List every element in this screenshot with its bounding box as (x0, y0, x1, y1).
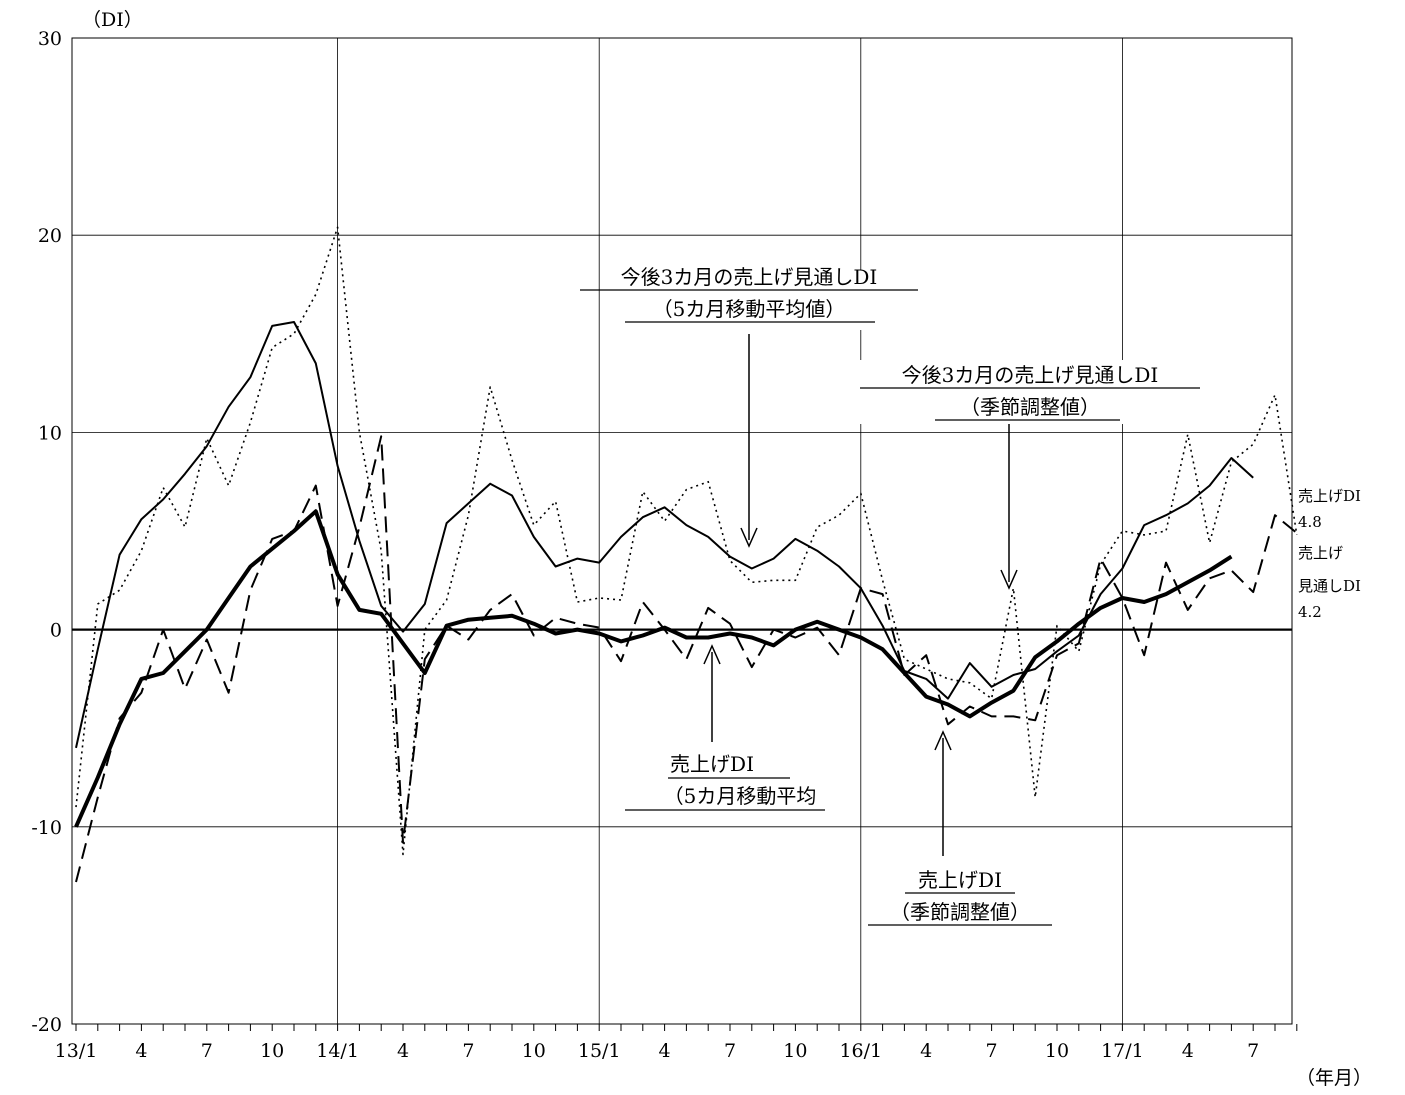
y-tick-label: 20 (38, 225, 62, 247)
gridlines (71, 37, 1293, 1025)
x-tick-label: 14/1 (316, 1040, 359, 1062)
series-line-2 (75, 321, 1254, 749)
plot-frame (71, 37, 1293, 1025)
series-line-4 (74, 509, 1233, 828)
series-line-1 (75, 226, 1298, 856)
x-tick-label: 16/1 (839, 1040, 882, 1062)
annotation-forecast-sa-line1: 今後3カ月の売上げ見通しDI (902, 363, 1159, 387)
x-tick-label: 7 (1247, 1040, 1259, 1062)
y-tick-label: -20 (31, 1014, 62, 1036)
annotation-sales-ma-line2: （5カ月移動平均 (664, 784, 817, 808)
y-tick-label: 0 (50, 620, 62, 642)
annotation-sales-sa-line1: 売上げDI (918, 868, 1002, 892)
x-tick-label: 7 (986, 1040, 998, 1062)
annotation-bg (600, 270, 890, 330)
end-label-forecast-value: 4.2 (1298, 603, 1322, 621)
x-tick-label: 4 (1182, 1040, 1194, 1062)
annotation-bg (862, 862, 1062, 928)
arrow-head-icon (703, 644, 721, 665)
end-label-sales-value: 4.8 (1298, 513, 1322, 531)
x-tick-label: 10 (260, 1040, 284, 1062)
y-tick-label: -10 (31, 817, 62, 839)
annotation-bg (622, 748, 832, 810)
annotation-forecast-ma-line1: 今後3カ月の売上げ見通しDI (621, 265, 878, 289)
x-tick-label: 4 (659, 1040, 671, 1062)
x-tick-label: 10 (783, 1040, 807, 1062)
y-tick-label: 10 (38, 422, 62, 444)
x-axis-label: （年月） (1296, 1067, 1372, 1089)
x-tick-label: 10 (1045, 1040, 1069, 1062)
annotation-sales-ma-line1: 売上げDI (670, 752, 754, 776)
x-tick-label: 17/1 (1101, 1040, 1144, 1062)
x-tick-label: 4 (135, 1040, 147, 1062)
series-line-3 (75, 435, 1298, 883)
x-tick-label: 7 (724, 1040, 736, 1062)
end-label-forecast-name: 売上げ (1298, 544, 1343, 562)
x-tick-label: 7 (462, 1040, 474, 1062)
arrow-head-icon (1000, 569, 1018, 590)
end-label-sales-name: 売上げDI (1298, 487, 1361, 505)
annotation-forecast-sa-line2: （季節調整値） (960, 395, 1100, 419)
y-tick-label: 30 (38, 28, 62, 50)
x-tick-label: 7 (201, 1040, 213, 1062)
annotation-sales-sa-line2: （季節調整値） (890, 900, 1030, 924)
annotation-forecast-ma-line2: （5カ月移動平均値） (653, 297, 846, 321)
annotation-bg (850, 360, 1210, 424)
x-tick-label: 10 (522, 1040, 546, 1062)
axes: 30 20 10 0 -10 -20 13/1 4 7 10 14/1 4 7 10 15/1 4 7 10 16/… (31, 28, 1298, 1062)
x-tick-label: 4 (397, 1040, 409, 1062)
series-lines (74, 226, 1298, 883)
arrow-head-icon (934, 730, 952, 751)
x-tick-label: 13/1 (55, 1040, 98, 1062)
y-axis-label: （DI） (82, 9, 143, 31)
end-label-forecast-name2: 見通しDI (1298, 577, 1361, 595)
arrow-head-icon (740, 527, 758, 548)
x-tick-label: 4 (920, 1040, 932, 1062)
x-tick-label: 15/1 (578, 1040, 621, 1062)
